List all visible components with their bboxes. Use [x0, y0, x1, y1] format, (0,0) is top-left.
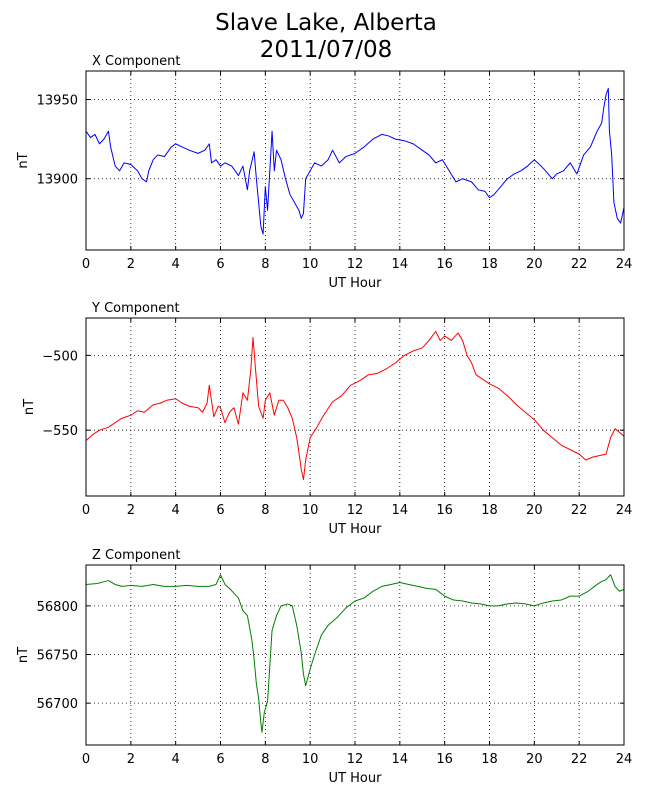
y-x-tick-label: 8 — [261, 503, 269, 518]
x-x-tick-label: 6 — [216, 257, 224, 272]
z-x-tick-label: 16 — [436, 752, 453, 767]
z-x-tick-label: 14 — [392, 752, 409, 767]
y-x-tick-label: 4 — [172, 503, 180, 518]
x-x-tick-label: 8 — [261, 257, 269, 272]
z-x-tick-label: 20 — [526, 752, 543, 767]
x-x-tick-label: 0 — [82, 257, 90, 272]
z-x-tick-label: 22 — [571, 752, 588, 767]
y-x-tick-label: 24 — [616, 503, 633, 518]
x-x-tick-label: 12 — [347, 257, 364, 272]
z-x-tick-label: 24 — [616, 752, 633, 767]
x-y-axis-label: nT — [16, 152, 31, 168]
z-x-tick-label: 6 — [216, 752, 224, 767]
z-x-tick-label: 12 — [347, 752, 364, 767]
x-x-tick-label: 10 — [302, 257, 319, 272]
x-x-tick-label: 16 — [436, 257, 453, 272]
y-x-axis-label: UT Hour — [329, 522, 383, 537]
y-y-tick-label: −500 — [42, 349, 78, 364]
z-x-tick-label: 18 — [481, 752, 498, 767]
x-panel-title: X Component — [92, 54, 181, 69]
figure-title-line2: 2011/07/08 — [259, 37, 393, 63]
x-x-tick-label: 24 — [616, 257, 633, 272]
y-x-tick-label: 2 — [127, 503, 135, 518]
figure-title-line1: Slave Lake, Alberta — [215, 10, 437, 36]
y-x-tick-label: 16 — [436, 503, 453, 518]
z-series-line — [86, 574, 624, 733]
y-x-tick-label: 6 — [216, 503, 224, 518]
z-panel-title: Z Component — [92, 548, 181, 563]
y-panel-title: Y Component — [91, 301, 180, 316]
y-x-tick-label: 18 — [481, 503, 498, 518]
z-x-tick-label: 10 — [302, 752, 319, 767]
z-x-tick-label: 8 — [261, 752, 269, 767]
x-x-tick-label: 2 — [127, 257, 135, 272]
z-y-axis-label: nT — [16, 647, 31, 663]
x-series-line — [86, 87, 624, 235]
x-x-tick-label: 22 — [571, 257, 588, 272]
x-y-tick-label: 13950 — [37, 94, 78, 109]
z-x-tick-label: 2 — [127, 752, 135, 767]
z-x-tick-label: 0 — [82, 752, 90, 767]
y-x-tick-label: 10 — [302, 503, 319, 518]
figure-title: Slave Lake, Alberta 2011/07/08 — [0, 10, 650, 64]
y-x-tick-label: 22 — [571, 503, 588, 518]
x-x-tick-label: 18 — [481, 257, 498, 272]
y-series-line — [86, 330, 624, 481]
y-x-tick-label: 0 — [82, 503, 90, 518]
y-x-tick-label: 14 — [392, 503, 409, 518]
y-y-axis-label: nT — [22, 399, 37, 415]
z-y-tick-label: 56700 — [37, 697, 78, 712]
x-x-tick-label: 4 — [172, 257, 180, 272]
y-x-tick-label: 12 — [347, 503, 364, 518]
z-x-tick-label: 4 — [172, 752, 180, 767]
x-x-tick-label: 14 — [392, 257, 409, 272]
y-x-tick-label: 20 — [526, 503, 543, 518]
y-y-tick-label: −550 — [42, 424, 78, 439]
z-x-axis-label: UT Hour — [329, 771, 383, 786]
z-y-tick-label: 56750 — [37, 649, 78, 664]
x-x-tick-label: 20 — [526, 257, 543, 272]
x-x-axis-label: UT Hour — [329, 276, 383, 291]
x-y-tick-label: 13900 — [37, 173, 78, 188]
z-y-tick-label: 56800 — [37, 600, 78, 615]
